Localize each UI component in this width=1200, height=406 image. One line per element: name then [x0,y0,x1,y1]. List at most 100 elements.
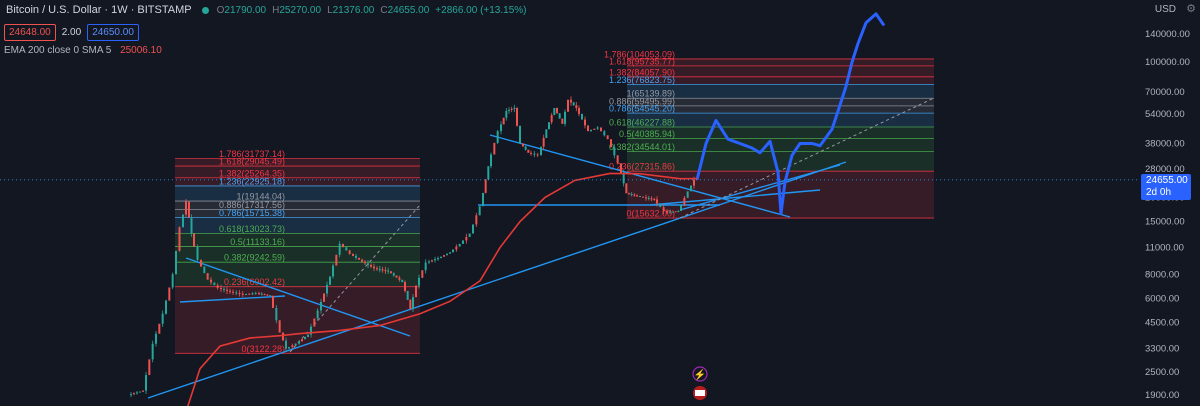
fib-band [627,84,934,99]
candle [148,359,151,376]
candle [590,129,592,132]
candle [561,118,564,124]
gear-icon[interactable]: ⚙ [1186,3,1196,15]
candle [553,107,556,116]
close-value: 24655.00 [387,4,430,16]
fib-band [627,65,934,77]
candle [500,124,502,132]
candle [487,166,490,180]
fib-band [627,58,934,66]
fib-level-label: 0(15632.00) [626,209,675,219]
candle [633,194,636,196]
trendline [185,257,411,337]
candle [220,287,222,289]
candle [462,240,464,244]
fib-level-label: 1.236(22925.18) [219,176,285,186]
candle [263,294,266,296]
candle [241,293,244,295]
buy-button[interactable]: 24650.00 [87,24,139,41]
candle [348,250,351,254]
candle [275,307,278,321]
candle [584,119,586,126]
candle [550,115,553,123]
candle [440,256,442,259]
candle [455,246,458,250]
fib-band [175,233,420,247]
candle [229,290,231,292]
candle [352,253,354,256]
price-axis-label: 38000.00 [1145,138,1185,149]
price-axis-label: 70000.00 [1145,87,1185,98]
candle [613,147,616,156]
bolt-icon-glyph: ⚡ [694,368,706,381]
fib-band [627,76,934,85]
candle [238,293,241,295]
candle [398,277,401,280]
indicator-legend[interactable]: EMA 200 close 0 SMA 5 25006.10 [4,45,162,56]
candle [693,179,695,186]
candle [472,224,474,234]
candle [401,279,404,282]
fib-level-label: 1(65139.89) [626,89,675,99]
candle [335,254,338,266]
candle [669,211,671,213]
symbol-title[interactable]: Bitcoin / U.S. Dollar · 1W · BITSTAMP [6,4,192,16]
fib-band [175,246,420,263]
candle [161,313,164,324]
price-axis-label: 6000.00 [1145,293,1179,304]
candle [502,117,505,125]
fib-band [175,158,420,167]
candle [630,193,633,195]
change-value: +2866.00 (+13.15%) [435,4,527,16]
candle [338,243,341,255]
candle [446,253,448,256]
candle [235,292,238,294]
fib-level-label: 1.786(31737.14) [219,149,285,159]
candle [332,265,334,277]
candle [674,211,677,213]
last-price-label: 24655.00 2d 0h [1141,174,1191,200]
candle [223,288,225,290]
candle [206,273,209,280]
chart-header: Bitcoin / U.S. Dollar · 1W · BITSTAMP O2… [0,0,526,20]
candle [329,276,331,285]
candle [145,375,147,391]
price-axis-label: 100000.00 [1145,57,1190,68]
trendline [649,189,821,206]
price-axis-label: 3300.00 [1145,344,1179,355]
currency-label[interactable]: USD [1154,4,1176,15]
fib-band [175,185,420,202]
fib-band [175,217,420,234]
candle [387,270,390,272]
candle [367,263,369,265]
price-axis-label: 140000.00 [1145,29,1190,40]
candle [136,392,138,394]
candle [475,215,478,225]
price-axis-label: 54000.00 [1145,109,1185,120]
fib-level-label: 0.886(17317.56) [219,200,285,210]
candle [139,391,141,393]
fib-level-label: 0.236(27315.86) [609,162,675,172]
candle [355,255,357,258]
fib-band [627,105,934,114]
candle [278,320,281,333]
candle [196,246,199,260]
candle [345,247,348,251]
ema-line [187,172,698,406]
candle [690,185,692,192]
candle [536,154,539,156]
trendline [147,161,847,399]
candle [522,143,524,147]
candle [248,293,251,295]
ohlc-legend: O21790.00 H25270.00 L21376.00 C24655.00 … [216,4,527,16]
candle [505,110,508,118]
candle [370,264,372,267]
fib-level-label: 1(19144.04) [236,192,285,202]
high-value: 25270.00 [279,4,322,16]
fib-level-label: 1.382(25264.35) [219,168,285,178]
candle [564,111,566,124]
sell-button[interactable]: 24648.00 [4,24,56,41]
indicator-value: 25006.10 [120,45,162,56]
fib-level-label: 1.786(104053.09) [604,49,675,59]
